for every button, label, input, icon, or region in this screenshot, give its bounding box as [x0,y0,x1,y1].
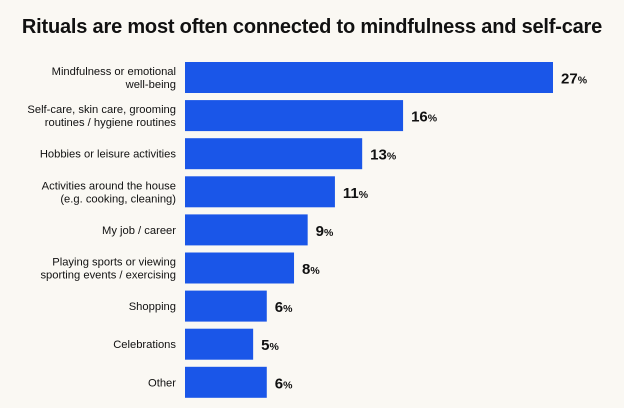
bar-3 [185,176,335,208]
category-label-6: Shopping [129,301,176,313]
category-label-0: Mindfulness or emotional well-being [52,66,176,91]
value-label-4: 9% [316,223,334,240]
value-label-2: 13% [370,147,397,164]
value-label-1: 16% [411,109,438,126]
bar-5 [185,252,295,284]
category-label-5: Playing sports or viewing sporting events… [40,257,176,282]
category-label-1: Self-care, skin care, grooming routines /… [27,104,176,129]
value-label-5: 8% [302,261,320,278]
bar-2 [185,138,363,170]
value-label-8: 6% [275,375,293,392]
bar-7 [185,328,254,360]
value-label-3: 11% [343,185,369,202]
bar-6 [185,290,267,322]
category-label-8: Other [148,377,176,389]
bar-8 [185,366,267,398]
category-label-3: Activities around the house (e.g. cooking… [42,180,177,205]
bar-0 [185,62,553,93]
category-label-2: Hobbies or leisure activities [40,149,177,161]
category-label-4: My job / career [102,225,176,237]
bar-1 [185,100,404,132]
value-label-6: 6% [275,299,293,316]
value-label-0: 27% [561,71,588,88]
category-label-7: Celebrations [113,339,176,351]
value-label-7: 5% [261,337,279,354]
bar-4 [185,214,308,246]
chart-title: Rituals are most often connected to mind… [21,16,603,38]
